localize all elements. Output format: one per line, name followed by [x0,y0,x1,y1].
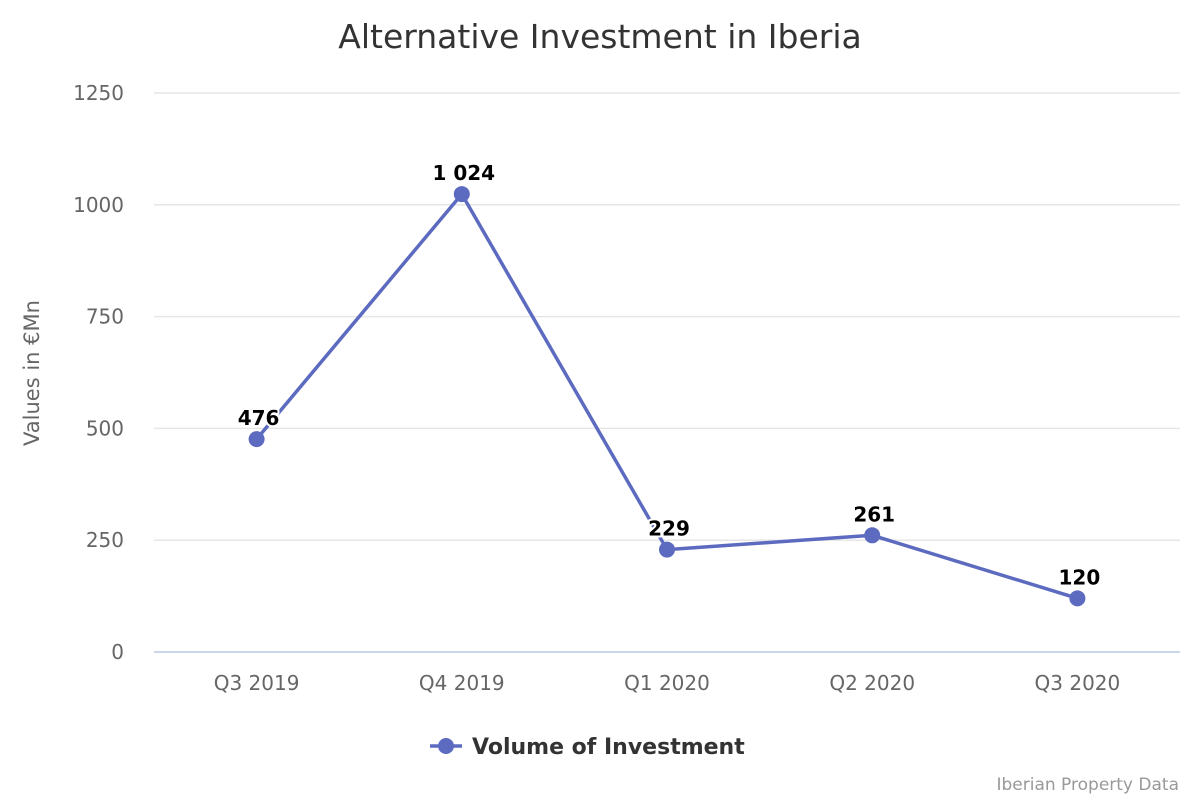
y-tick-label: 0 [111,640,124,664]
credit-text[interactable]: Iberian Property Data [996,775,1179,795]
series-volume-of-investment[interactable]: 476 1 024 229 261 120 [236,159,1103,607]
y-axis-ticks: 0 250 500 750 1000 1250 [73,81,124,664]
chart-title: Alternative Investment in Iberia [338,17,861,56]
data-point-marker[interactable] [1069,590,1086,607]
data-label: 1 024 [432,161,495,185]
x-tick-label: Q2 2020 [829,671,915,695]
data-labels: 476 1 024 229 261 120 [236,159,1103,591]
data-label: 261 [853,502,895,526]
data-label: 120 [1059,565,1101,589]
data-point-marker[interactable] [453,186,470,203]
y-tick-label: 1000 [73,193,124,217]
y-tick-label: 250 [86,528,124,552]
data-point-marker[interactable] [864,527,881,544]
x-tick-label: Q1 2020 [624,671,710,695]
y-axis-label: Values in €Mn [20,300,44,446]
y-tick-label: 500 [86,416,124,440]
data-point-marker[interactable] [248,431,265,448]
data-markers[interactable] [248,186,1086,607]
x-tick-label: Q3 2019 [214,671,300,695]
legend-item-volume-of-investment[interactable]: Volume of Investment [472,735,745,760]
data-label: 229 [648,517,690,541]
legend-marker-icon [438,738,454,754]
grid-lines [154,92,1180,653]
legend[interactable]: Volume of Investment [430,735,745,760]
x-axis-ticks: Q3 2019 Q4 2019 Q1 2020 Q2 2020 Q3 2020 [214,671,1121,695]
data-label: 476 [238,406,280,430]
y-tick-label: 750 [86,305,124,329]
x-tick-label: Q4 2019 [419,671,505,695]
data-point-marker[interactable] [659,541,675,558]
x-tick-label: Q3 2020 [1035,671,1121,695]
y-tick-label: 1250 [73,81,124,105]
